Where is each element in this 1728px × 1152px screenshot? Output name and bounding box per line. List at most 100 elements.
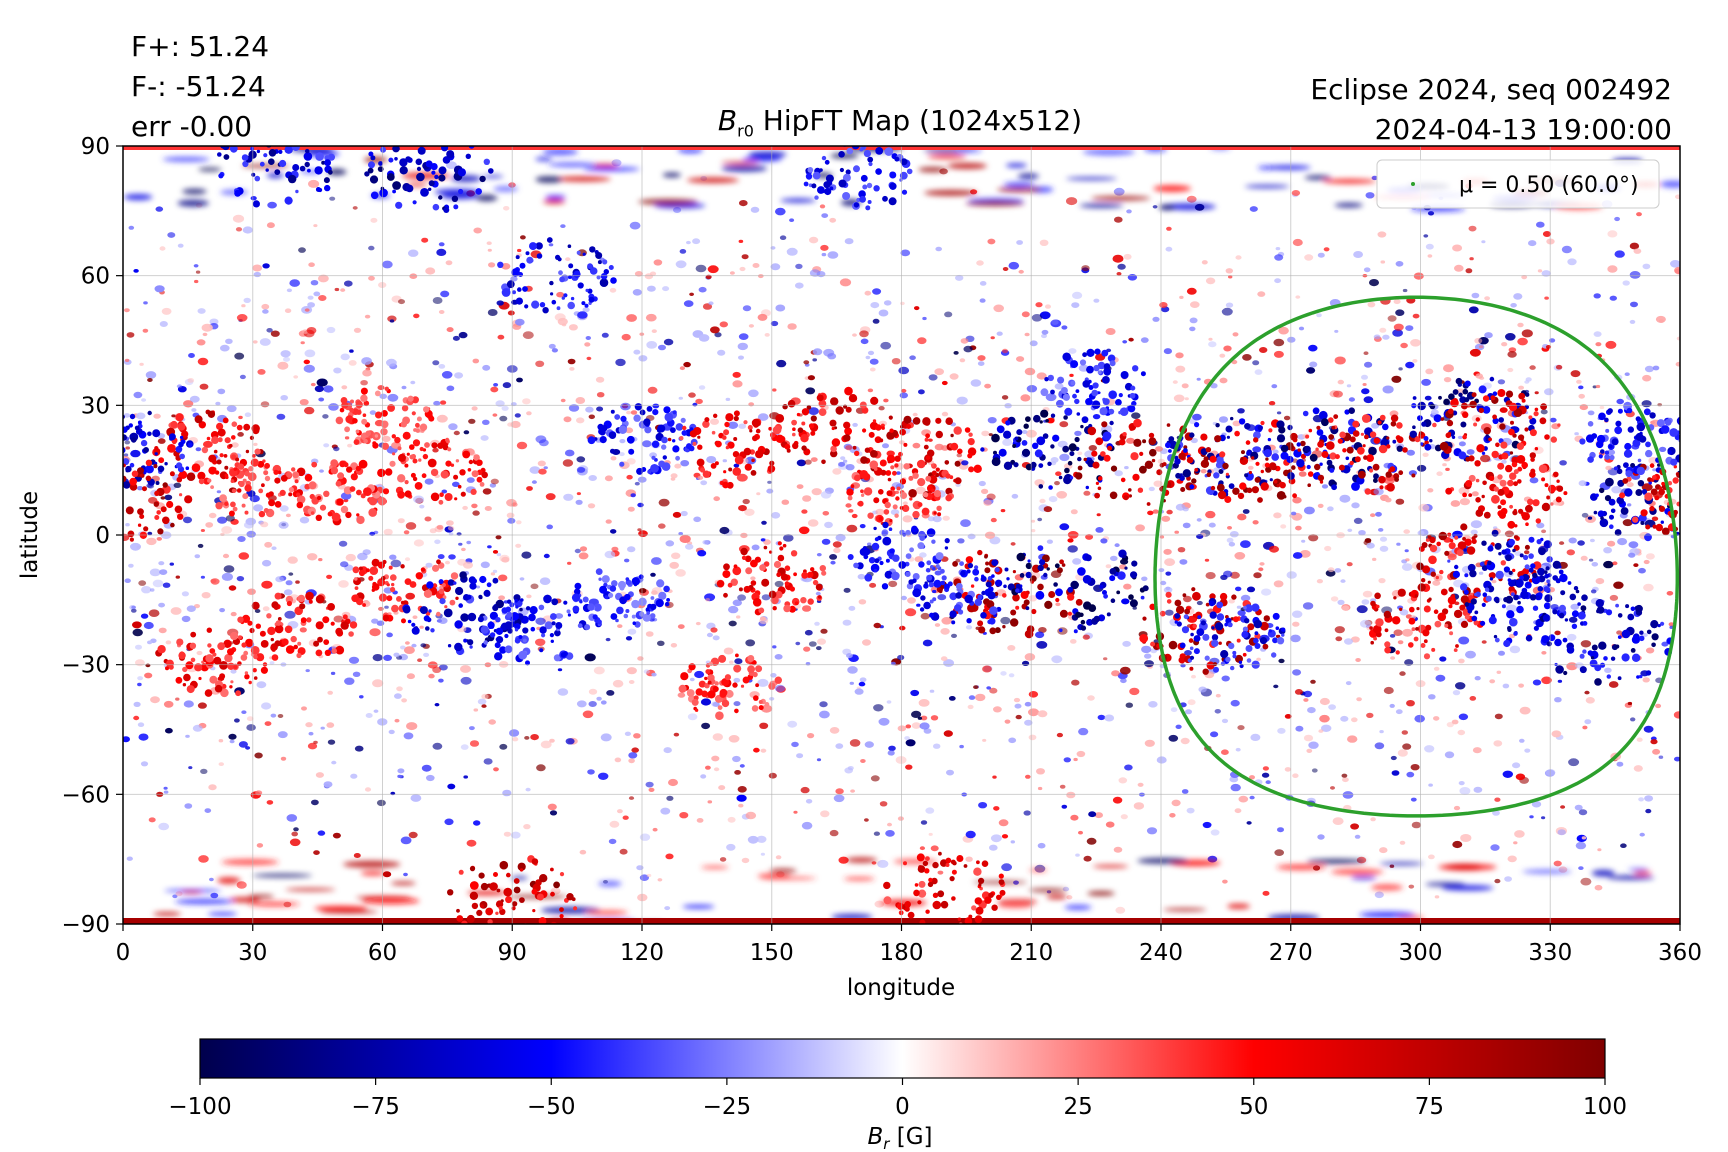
- region-pixel: [953, 426, 962, 435]
- region-pixel: [1175, 605, 1185, 615]
- field-speckle: [1524, 380, 1530, 384]
- region-pixel: [212, 652, 217, 657]
- region-pixel: [633, 414, 641, 422]
- field-speckle: [286, 288, 292, 293]
- region-pixel: [651, 440, 660, 448]
- field-speckle: [344, 280, 353, 287]
- region-pixel: [1205, 447, 1212, 453]
- region-pixel: [1331, 425, 1336, 430]
- region-pixel: [1254, 631, 1259, 636]
- region-pixel: [170, 420, 178, 429]
- field-speckle: [1038, 627, 1047, 633]
- field-speckle: [1507, 367, 1514, 373]
- field-speckle: [557, 317, 568, 326]
- field-speckle: [1036, 641, 1048, 649]
- field-speckle: [1643, 725, 1654, 733]
- field-speckle: [1401, 628, 1413, 637]
- field-speckle: [1011, 493, 1019, 499]
- region-pixel: [751, 418, 761, 428]
- field-speckle: [900, 249, 911, 257]
- region-pixel: [154, 515, 160, 520]
- field-speckle: [1638, 567, 1646, 574]
- region-pixel: [418, 458, 422, 462]
- field-speckle: [1346, 562, 1353, 567]
- field-speckle: [808, 641, 817, 647]
- field-speckle: [1582, 725, 1588, 730]
- field-speckle: [1512, 762, 1521, 769]
- region-pixel: [213, 449, 218, 454]
- region-pixel: [723, 563, 730, 571]
- region-pixel: [860, 489, 864, 494]
- region-pixel: [1363, 455, 1368, 460]
- field-speckle: [147, 640, 153, 645]
- region-pixel: [69, 479, 74, 484]
- region-pixel: [147, 431, 152, 437]
- region-pixel: [931, 470, 937, 476]
- region-pixel: [1202, 633, 1210, 641]
- field-speckle: [425, 562, 433, 568]
- field-speckle: [575, 397, 586, 404]
- field-speckle: [546, 524, 553, 530]
- field-speckle: [1163, 548, 1172, 555]
- region-pixel: [872, 419, 877, 423]
- field-speckle: [1276, 411, 1282, 415]
- region-pixel: [807, 571, 814, 578]
- region-pixel: [733, 437, 738, 441]
- region-pixel: [1021, 448, 1031, 457]
- region-pixel: [1234, 430, 1240, 437]
- field-speckle: [276, 413, 286, 420]
- region-pixel: [1074, 436, 1080, 443]
- region-pixel: [296, 501, 304, 509]
- region-pixel: [450, 572, 459, 580]
- field-speckle: [131, 605, 136, 610]
- region-pixel: [704, 676, 708, 681]
- field-speckle: [576, 417, 585, 424]
- region-pixel: [681, 430, 688, 436]
- field-speckle: [1274, 278, 1281, 284]
- field-speckle: [469, 726, 475, 731]
- region-pixel: [931, 488, 935, 493]
- field-speckle: [917, 337, 927, 345]
- region-pixel: [129, 413, 136, 420]
- field-speckle: [372, 679, 384, 688]
- polar-streak: [535, 176, 563, 183]
- region-pixel: [313, 640, 320, 647]
- region-pixel: [315, 649, 323, 657]
- region-pixel: [1518, 392, 1526, 400]
- field-speckle: [133, 391, 143, 399]
- region-pixel: [231, 454, 237, 460]
- polar-streak: [947, 162, 988, 170]
- field-speckle: [411, 643, 417, 648]
- field-speckle: [680, 460, 690, 467]
- field-speckle: [182, 516, 193, 524]
- field-speckle: [446, 385, 455, 392]
- region-pixel: [1021, 440, 1028, 446]
- region-pixel: [599, 436, 607, 444]
- field-speckle: [978, 802, 988, 809]
- field-speckle: [1666, 591, 1674, 596]
- field-speckle: [873, 704, 884, 712]
- region-pixel: [1527, 498, 1534, 505]
- region-pixel: [727, 441, 735, 449]
- field-speckle: [1468, 306, 1479, 314]
- field-speckle: [1078, 727, 1089, 736]
- field-speckle: [869, 582, 877, 588]
- field-speckle: [736, 615, 741, 619]
- region-pixel: [447, 579, 455, 586]
- field-speckle: [1152, 205, 1158, 209]
- field-speckle: [488, 262, 496, 268]
- region-pixel: [1019, 573, 1025, 578]
- field-speckle: [313, 291, 321, 297]
- field-speckle: [147, 531, 153, 536]
- field-speckle: [1588, 558, 1594, 562]
- region-pixel: [1087, 426, 1097, 436]
- region-pixel: [912, 510, 920, 519]
- region-pixel: [1213, 472, 1220, 479]
- field-speckle: [700, 480, 708, 486]
- region-pixel: [810, 567, 815, 572]
- field-speckle: [815, 591, 821, 596]
- field-speckle: [1474, 337, 1483, 344]
- field-speckle: [1636, 212, 1642, 217]
- field-speckle: [993, 706, 1002, 713]
- region-pixel: [89, 439, 97, 447]
